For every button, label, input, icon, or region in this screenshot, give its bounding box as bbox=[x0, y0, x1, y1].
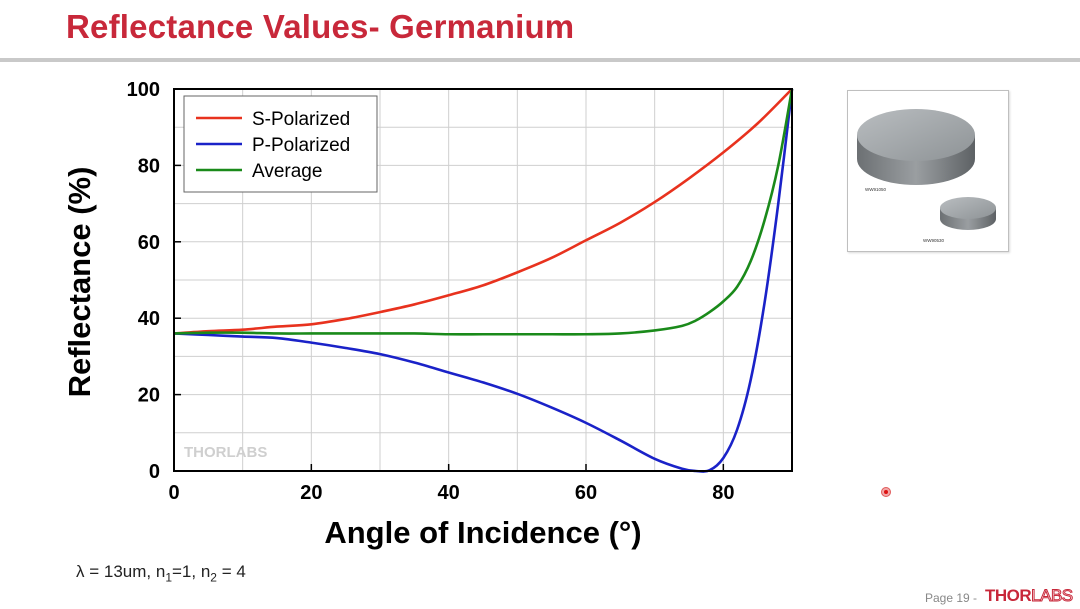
y-tick-label: 20 bbox=[138, 385, 160, 407]
series-line-average bbox=[173, 88, 794, 336]
x-tick-label: 40 bbox=[438, 482, 460, 504]
x-tick-label: 80 bbox=[712, 482, 734, 504]
series-line-p-polarized bbox=[173, 88, 794, 473]
x-axis-label: Angle of Incidence (°) bbox=[324, 515, 641, 550]
x-tick-label: 60 bbox=[575, 482, 597, 504]
pointer-dot-icon bbox=[881, 487, 891, 497]
series-group bbox=[173, 88, 794, 473]
large-window-label: WW91050 bbox=[865, 187, 887, 192]
y-axis-label: Reflectance (%) bbox=[62, 167, 97, 398]
thorlabs-watermark: THORLABS bbox=[184, 444, 267, 461]
y-tick-label: 60 bbox=[138, 232, 160, 254]
page-number: Page 19 - bbox=[925, 591, 978, 605]
thorlabs-logo: THORLABS bbox=[985, 586, 1074, 606]
product-image: WW91050 WW90530 bbox=[847, 90, 1009, 252]
legend-label-average: Average bbox=[252, 161, 322, 182]
axis-ticks: 0 20 40 60 80 0 20 40 60 80 100 bbox=[127, 79, 735, 504]
y-tick-label: 100 bbox=[127, 79, 160, 101]
y-tick-label: 0 bbox=[149, 461, 160, 483]
plot-frame bbox=[173, 88, 793, 472]
wavelength-footnote: λ = 13um, n1=1, n2 = 4 bbox=[76, 562, 246, 585]
series-line-s-polarized bbox=[173, 88, 793, 335]
x-tick-label: 20 bbox=[300, 482, 322, 504]
title-divider bbox=[0, 58, 1080, 62]
legend-label-s-polarized: S-Polarized bbox=[252, 109, 350, 130]
slide-title: Reflectance Values- Germanium bbox=[66, 8, 575, 45]
germanium-windows-icon: WW91050 WW90530 bbox=[857, 109, 996, 243]
y-tick-label: 40 bbox=[138, 308, 160, 330]
small-window-label: WW90530 bbox=[923, 238, 945, 243]
y-tick-label: 80 bbox=[138, 155, 160, 177]
legend-label-p-polarized: P-Polarized bbox=[252, 135, 350, 156]
legend: S-Polarized P-Polarized Average bbox=[183, 95, 378, 193]
x-tick-label: 0 bbox=[168, 482, 179, 504]
